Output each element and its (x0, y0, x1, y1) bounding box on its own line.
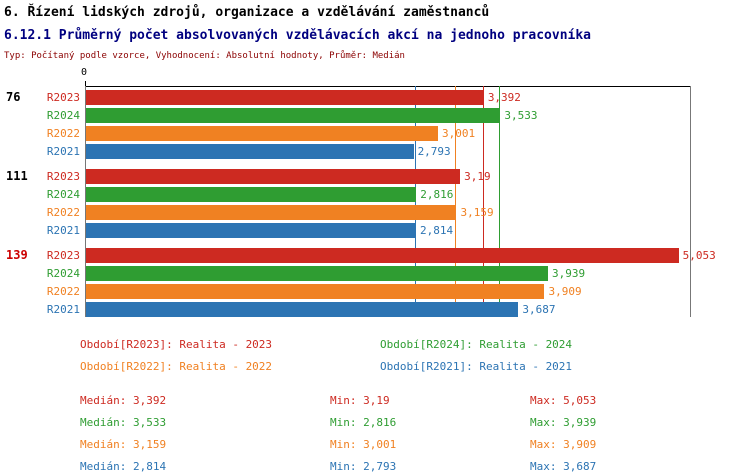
series-label-r2022: R2022 (46, 206, 80, 219)
group-label: 76 (6, 90, 21, 104)
series-label-r2022: R2022 (46, 285, 80, 298)
series-label-r2021: R2021 (46, 224, 80, 237)
legend-entry-r2024: Období[R2024]: Realita - 2024 (380, 338, 573, 351)
series-label-r2024: R2024 (46, 188, 80, 201)
bar-value-label: 3,001 (441, 127, 476, 140)
stat-min-r2022: Min: 3,001 (330, 438, 397, 451)
series-label-r2023: R2023 (46, 91, 80, 104)
series-label-r2021: R2021 (46, 303, 80, 316)
bar-value-label: 3,392 (487, 91, 521, 104)
bar-value-label: 3,159 (460, 206, 494, 219)
series-label-r2022: R2022 (46, 127, 80, 140)
series-label-r2021: R2021 (46, 145, 80, 158)
x-axis-line (85, 86, 691, 87)
group-label: 111 (6, 169, 28, 183)
section-title: 6. Řízení lidských zdrojů, organizace a … (4, 5, 490, 20)
bar-r2024 (86, 108, 501, 123)
bar-value-label: 2,814 (420, 224, 454, 237)
median-line-r2022 (455, 86, 457, 317)
stat-min-r2023: Min: 3,19 (330, 394, 390, 407)
stat-max-r2023: Max: 5,053 (530, 394, 597, 407)
stat-min-r2021: Min: 2,793 (330, 460, 397, 473)
bar-r2021 (86, 144, 414, 159)
bar-r2024 (86, 187, 417, 202)
bar-value-label: 3,909 (548, 285, 582, 298)
stat-median-r2024: Medián: 3,533 (80, 416, 167, 429)
x-axis-tick (85, 81, 86, 86)
bar-value-label: 3,939 (551, 267, 586, 280)
bar-r2022 (86, 284, 545, 299)
stat-max-r2021: Max: 3,687 (530, 460, 597, 473)
bar-value-label: 3,687 (522, 303, 556, 316)
bar-r2022 (86, 126, 438, 141)
stat-median-r2022: Medián: 3,159 (80, 438, 167, 451)
bar-r2024 (86, 266, 548, 281)
median-line-r2023 (482, 86, 484, 317)
x-axis-zero-label: 0 (81, 67, 88, 78)
stat-median-r2023: Medián: 3,392 (80, 394, 167, 407)
median-line-r2024 (499, 86, 501, 317)
bar-value-label: 2,793 (417, 145, 451, 158)
bar-value-label: 3,19 (464, 170, 491, 183)
legend-entry-r2023: Období[R2023]: Realita - 2023 (80, 338, 273, 351)
bar-r2022 (86, 205, 457, 220)
plot-right-border (690, 86, 691, 317)
series-label-r2023: R2023 (46, 170, 80, 183)
series-label-r2023: R2023 (46, 249, 80, 262)
series-label-r2024: R2024 (46, 267, 80, 280)
bar-value-label: 3,533 (504, 109, 538, 122)
indicator-title: 6.12.1 Průměrný počet absolvovaných vzdě… (4, 28, 591, 43)
indicator-subtitle: Typ: Počítaný podle vzorce, Vyhodnocení:… (4, 51, 405, 61)
bar-r2021 (86, 302, 519, 317)
stat-min-r2024: Min: 2,816 (330, 416, 397, 429)
bar-r2023 (86, 169, 461, 184)
group-label: 139 (6, 248, 28, 262)
legend-entry-r2021: Období[R2021]: Realita - 2021 (380, 360, 573, 373)
bar-r2021 (86, 223, 417, 238)
stat-median-r2021: Medián: 2,814 (80, 460, 167, 473)
series-label-r2024: R2024 (46, 109, 80, 122)
legend-entry-r2022: Období[R2022]: Realita - 2022 (80, 360, 273, 373)
bar-r2023 (86, 90, 484, 105)
stat-max-r2024: Max: 3,939 (530, 416, 597, 429)
bar-value-label: 5,053 (682, 249, 716, 262)
plot-left-border (85, 86, 86, 317)
bar-r2023 (86, 248, 679, 263)
stat-max-r2022: Max: 3,909 (530, 438, 597, 451)
bar-value-label: 2,816 (420, 188, 454, 201)
